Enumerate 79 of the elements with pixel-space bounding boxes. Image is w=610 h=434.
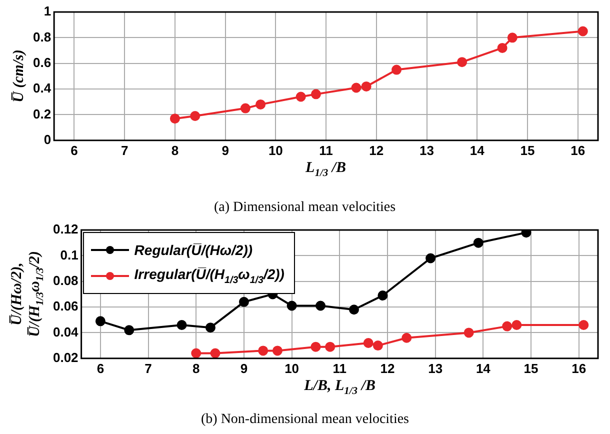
text: (b) Non-dimensional mean velocities	[201, 412, 409, 428]
y-tick-label: 0.2	[32, 106, 52, 122]
x-tick-label: 11	[332, 360, 347, 376]
x-tick-label: 16	[570, 142, 586, 158]
point	[497, 42, 508, 53]
x-tick-label: 12	[380, 360, 395, 376]
point	[95, 316, 106, 326]
point	[316, 300, 326, 311]
x-tick-label: 8	[171, 142, 179, 158]
x-tick-label: 9	[222, 142, 229, 158]
legend-label: Irregular(U̅/(H$_{1/3}$ω$_{1/3}$/2))	[134, 266, 284, 286]
point	[402, 332, 412, 343]
point	[457, 57, 468, 68]
y-tick-label: 0.1	[60, 247, 78, 262]
point	[502, 321, 512, 332]
point	[124, 325, 134, 336]
x-tick-label: 9	[240, 360, 248, 376]
x-tick-label: 12	[369, 142, 384, 158]
x-axis-title: L/B, L$_{1/3}$ /B	[304, 378, 376, 398]
point	[426, 253, 436, 264]
point	[507, 32, 518, 43]
point	[521, 230, 532, 238]
point	[378, 290, 388, 300]
point	[473, 238, 484, 248]
point	[205, 322, 216, 333]
point	[372, 340, 383, 351]
x-tick-label: 14	[470, 142, 486, 158]
x-tick-label: 13	[428, 360, 443, 376]
y-axis-title: U̅ (cm/s)	[10, 50, 28, 103]
point	[310, 342, 321, 352]
y-tick-label: 1	[44, 4, 52, 19]
x-tick-label: 6	[70, 142, 78, 158]
point	[258, 346, 268, 356]
point	[351, 82, 362, 93]
point	[464, 328, 474, 338]
point	[296, 92, 306, 102]
y-tick-label: 0.8	[32, 29, 52, 44]
point	[170, 114, 180, 124]
x-axis-title: L$_{1/3}$ /B	[306, 160, 346, 180]
point	[512, 320, 522, 330]
text: (a) Dimensional mean velocities	[214, 200, 396, 216]
y-tick-label: 0.6	[32, 54, 52, 70]
x-tick-label: 6	[96, 360, 104, 376]
y-tick-label: 0.4	[32, 80, 52, 96]
point	[210, 348, 220, 358]
point	[578, 320, 589, 330]
point	[392, 64, 402, 75]
y-tick-label: 0	[44, 132, 52, 147]
x-tick-label: 14	[476, 360, 492, 376]
point	[176, 320, 187, 330]
point	[578, 26, 588, 36]
x-tick-label: 15	[524, 360, 538, 376]
point	[191, 348, 202, 358]
point	[325, 342, 336, 352]
point	[349, 304, 360, 315]
point	[272, 346, 282, 356]
y-tick-label: 0.02	[52, 350, 78, 365]
x-tick-label: 8	[192, 360, 200, 376]
y-tick-label: 0.04	[52, 324, 80, 340]
point	[363, 338, 374, 348]
x-tick-label: 16	[572, 360, 586, 376]
y-tick-label: 0.12	[52, 222, 78, 237]
point	[190, 111, 200, 122]
point	[310, 89, 321, 100]
legend-label: Regular(U̅/(Hω/2))	[134, 242, 253, 258]
point	[240, 103, 250, 114]
x-tick-label: 10	[268, 142, 283, 158]
point	[256, 99, 266, 110]
x-tick-label: 15	[520, 142, 535, 158]
y-tick-label: 0.06	[52, 298, 78, 314]
point	[361, 81, 372, 92]
y-tick-label: 0.08	[52, 272, 78, 288]
point	[238, 296, 249, 307]
point	[286, 300, 297, 311]
x-tick-label: 11	[319, 142, 333, 158]
x-tick-label: 7	[144, 360, 152, 376]
x-tick-label: 7	[120, 142, 128, 158]
x-tick-label: 10	[284, 360, 300, 376]
x-tick-label: 13	[420, 142, 434, 158]
